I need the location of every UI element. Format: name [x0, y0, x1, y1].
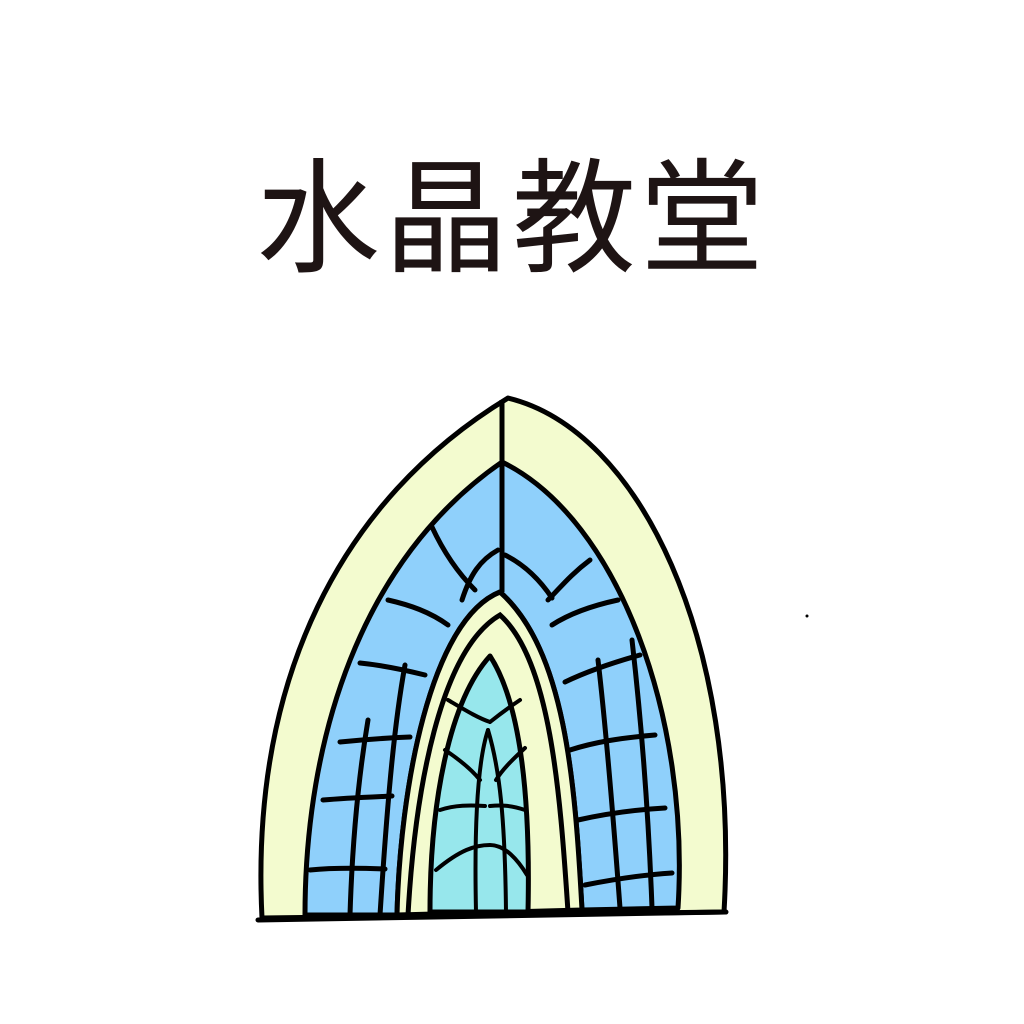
blue-band-leadlines [307, 524, 675, 918]
ground-line [255, 909, 729, 923]
teal-window-leadlines [434, 698, 529, 914]
page-title: 水晶教堂 [255, 148, 768, 292]
inner-arch-line [405, 611, 571, 916]
stray-dot [805, 614, 809, 618]
